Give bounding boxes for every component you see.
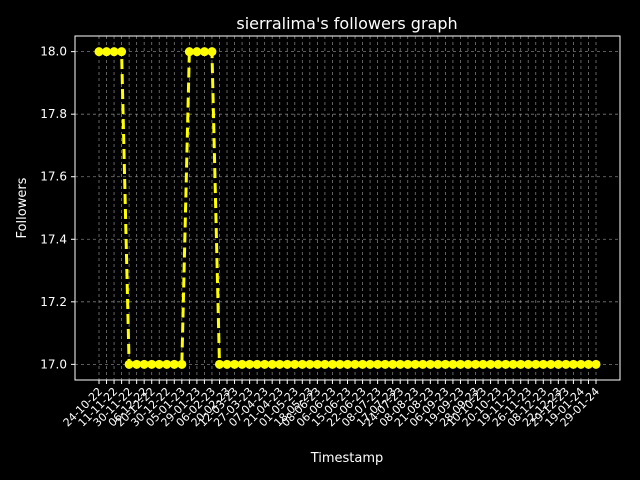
y-tick-label: 17.2 [40,295,67,309]
chart-title: sierralima's followers graph [236,14,457,33]
data-point [245,359,255,369]
data-point [388,359,398,369]
data-point [117,47,127,57]
data-point [365,359,375,369]
data-point [147,359,157,369]
y-axis-ticks: 17.0 17.2 17.4 17.6 17.8 18.0 [40,45,75,371]
data-point [177,359,187,369]
data-point [546,359,556,369]
data-point [448,359,458,369]
data-point [343,359,352,369]
data-point [230,359,240,369]
data-point [523,359,533,369]
data-point [516,359,526,369]
data-point [350,359,360,369]
data-point [358,359,368,369]
data-point [132,359,142,369]
data-point [576,359,586,369]
data-point [410,359,420,369]
data-point [493,359,503,369]
data-point [192,47,202,57]
data-point [508,359,518,369]
y-tick-label: 18.0 [40,45,67,59]
data-point [282,359,292,369]
y-tick-label: 17.4 [40,232,67,246]
data-point [214,359,224,369]
data-point [568,359,578,369]
series-followers [94,47,601,369]
y-axis-label: Followers [15,177,30,238]
data-point [373,359,383,369]
data-point [139,359,149,369]
data-point [327,359,337,369]
data-point [199,47,209,57]
data-point [478,359,488,369]
data-point [109,47,119,57]
data-point [184,47,194,57]
y-tick-label: 17.0 [40,357,67,371]
data-point [440,359,450,369]
data-point [553,359,563,369]
data-point [169,359,179,369]
data-point [561,359,571,369]
data-point [305,359,315,369]
data-point [463,359,473,369]
data-point [207,47,217,57]
data-point [335,359,345,369]
plot-frame [74,35,621,381]
data-point [425,359,435,369]
data-point [591,359,601,369]
data-point [471,359,481,369]
data-point [162,359,172,369]
data-point [154,359,164,369]
data-point [94,47,104,57]
data-point [260,359,270,369]
data-point [583,359,593,369]
data-point [320,359,330,369]
data-point [290,359,300,369]
data-point [395,359,405,369]
y-tick-label: 17.8 [40,107,67,121]
data-point [538,359,548,369]
data-point [380,359,390,369]
data-point [237,359,247,369]
data-point [267,359,277,369]
data-point [486,359,496,369]
data-point [102,47,112,57]
data-point [403,359,413,369]
data-point [124,359,134,369]
data-point [501,359,511,369]
data-point [222,359,232,369]
data-point [531,359,541,369]
data-point [418,359,428,369]
data-point [433,359,443,369]
data-point [312,359,322,369]
data-point [275,359,285,369]
data-point [297,359,307,369]
x-axis-label: Timestamp [310,451,384,466]
data-point [252,359,262,369]
data-point [455,359,465,369]
y-tick-label: 17.6 [40,170,67,184]
